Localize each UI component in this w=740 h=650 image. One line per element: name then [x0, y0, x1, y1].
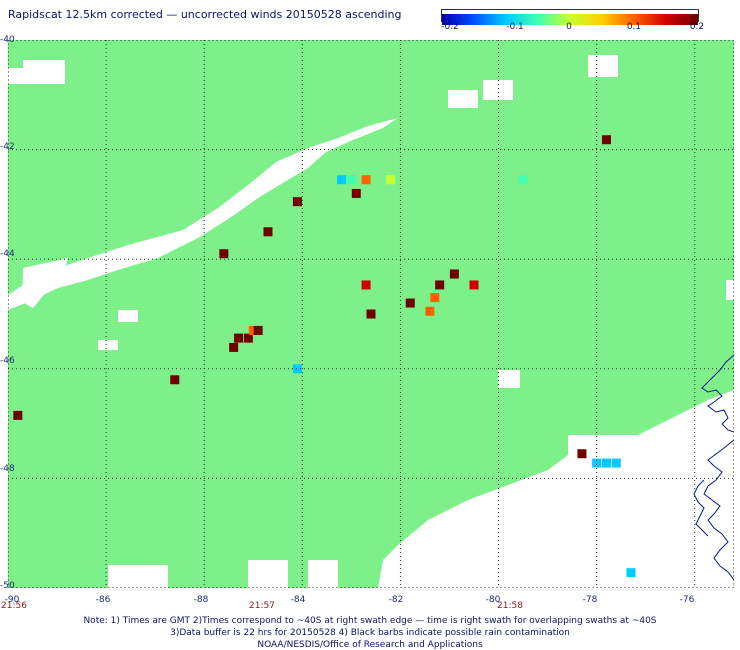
latitude-label: -40	[0, 35, 15, 45]
wind-difference-cell	[577, 449, 587, 459]
color-scale-gradient	[442, 14, 698, 25]
wind-difference-cell	[405, 298, 415, 308]
no-data-patch	[498, 370, 520, 388]
wind-difference-cell	[243, 333, 253, 343]
no-data-patch	[448, 90, 478, 108]
wind-difference-cell	[611, 458, 621, 468]
color-scale-tick: 0.1	[626, 22, 642, 32]
latitude-label: -50	[0, 581, 15, 591]
wind-difference-cell	[430, 293, 440, 303]
longitude-label: -76	[679, 595, 695, 605]
longitude-label: -86	[95, 595, 111, 605]
latitude-label: -46	[0, 356, 15, 366]
time-label: 21:58	[497, 601, 523, 611]
map-title: Rapidscat 12.5km corrected — uncorrected…	[8, 8, 402, 21]
color-scale-tick: 0.2	[689, 22, 705, 32]
no-data-patch	[118, 310, 138, 322]
wind-difference-cell	[351, 188, 361, 198]
no-data-patch	[108, 565, 168, 588]
time-label: 21:56	[1, 601, 27, 611]
color-scale-tick: -0.1	[506, 22, 524, 32]
longitude-label: -80	[485, 595, 501, 605]
coastline-path	[693, 479, 709, 537]
wind-difference-cell	[361, 280, 371, 290]
time-label: 21:57	[249, 601, 275, 611]
wind-difference-cell	[601, 458, 611, 468]
wind-difference-cell	[366, 309, 376, 319]
longitude-label: -78	[582, 595, 598, 605]
no-data-patch	[23, 60, 65, 84]
wind-difference-cell	[361, 175, 371, 185]
wind-difference-cell	[219, 249, 229, 259]
footnote-line: Note: 1) Times are GMT 2)Times correspon…	[83, 616, 657, 626]
wind-difference-cell	[449, 269, 459, 279]
no-data-patch	[528, 580, 568, 588]
wind-difference-cell	[248, 325, 258, 335]
coastline-path	[703, 439, 734, 581]
wind-difference-cell	[13, 410, 23, 420]
wind-difference-cell	[170, 375, 180, 385]
wind-map	[8, 40, 734, 588]
wind-difference-cell	[386, 175, 396, 185]
no-data-patch	[22, 258, 68, 308]
wind-difference-cell	[626, 568, 636, 578]
wind-difference-cell	[469, 280, 479, 290]
coastline-path	[701, 354, 734, 433]
wind-difference-cell	[435, 280, 445, 290]
wind-difference-cell	[229, 342, 239, 352]
wind-difference-cell	[253, 325, 263, 335]
wind-difference-cell	[518, 175, 528, 185]
lat-lon-grid	[8, 40, 734, 588]
no-data-patch	[308, 560, 338, 588]
latitude-label: -42	[0, 142, 15, 152]
footnote-line: 3)Data buffer is 22 hrs for 20150528 4) …	[170, 628, 570, 638]
wind-difference-cell	[592, 458, 602, 468]
latitude-label: -48	[0, 464, 15, 474]
no-data-patches	[8, 55, 734, 588]
no-data-patch	[726, 280, 734, 300]
longitude-label: -82	[388, 595, 404, 605]
no-data-patch	[8, 68, 28, 84]
color-scale-bar	[441, 9, 699, 25]
wind-difference-cell	[292, 197, 302, 207]
no-data-band	[8, 118, 398, 310]
no-data-patch	[483, 80, 513, 100]
wind-difference-cell	[263, 227, 273, 237]
wind-difference-cell	[292, 364, 302, 374]
longitude-label: -90	[4, 595, 20, 605]
wind-difference-cell	[234, 333, 244, 343]
no-data-patch	[248, 560, 288, 588]
wind-difference-cells	[13, 135, 636, 578]
wind-difference-cell	[346, 175, 356, 185]
no-data-patch	[98, 340, 118, 350]
wind-difference-cell	[425, 306, 435, 316]
no-data-patch	[588, 55, 618, 77]
color-scale-tick: 0	[566, 22, 572, 32]
latitude-label: -44	[0, 249, 15, 259]
color-scale-tick: -0.2	[441, 22, 459, 32]
longitude-label: -88	[193, 595, 209, 605]
color-scale-fill	[442, 14, 698, 25]
wind-difference-cell	[601, 135, 611, 145]
longitude-label: -84	[290, 595, 306, 605]
wind-difference-cell	[337, 175, 347, 185]
coastline	[693, 354, 734, 581]
footnote-credit: NOAA/NESDIS/Office of Research and Appli…	[257, 640, 483, 650]
